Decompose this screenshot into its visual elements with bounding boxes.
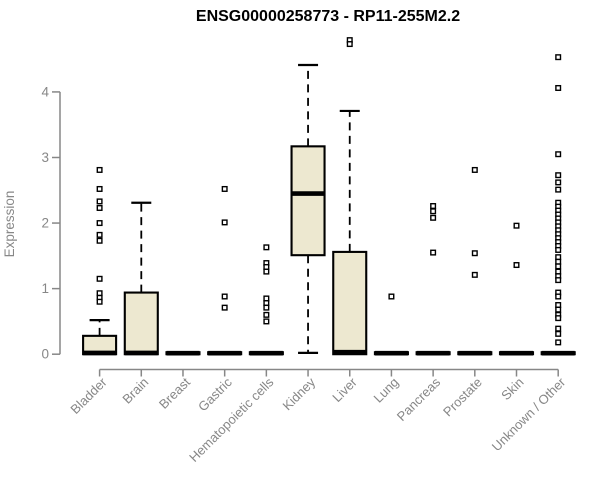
- outlier-point: [513, 222, 520, 229]
- outlier-point: [430, 214, 437, 221]
- y-axis-label: Expression: [2, 191, 17, 258]
- x-tick-label-kidney: Kidney: [279, 374, 318, 413]
- box-unknown-other: [540, 54, 576, 356]
- outlier-point: [96, 275, 103, 282]
- y-tick-label: 3: [41, 150, 49, 165]
- box-prostate: [457, 166, 493, 356]
- outlier-point: [555, 330, 562, 337]
- box-brain: [123, 201, 159, 356]
- outlier-point: [555, 306, 562, 313]
- outlier-point: [555, 54, 562, 61]
- outlier-point: [96, 231, 103, 238]
- outlier-point: [263, 268, 270, 275]
- box-rect: [290, 145, 326, 257]
- outlier-point: [555, 246, 562, 253]
- chart-title: ENSG00000258773 - RP11-255M2.2: [196, 8, 460, 25]
- box-gastric: [207, 185, 243, 356]
- x-tick-label-liver: Liver: [329, 374, 360, 405]
- outlier-point: [513, 262, 520, 269]
- outlier-point: [471, 250, 478, 257]
- outlier-point: [555, 277, 562, 284]
- outlier-point: [388, 293, 395, 300]
- outlier-point: [96, 204, 103, 211]
- box-rect: [332, 250, 368, 356]
- outlier-point: [221, 219, 228, 226]
- x-tick-label-skin: Skin: [498, 375, 526, 403]
- box-bladder: [82, 166, 118, 356]
- outlier-point: [96, 220, 103, 227]
- outlier-point: [555, 186, 562, 193]
- box-liver: [332, 37, 368, 356]
- outlier-point: [221, 293, 228, 300]
- outlier-point: [263, 311, 270, 318]
- outlier-point: [96, 185, 103, 192]
- outlier-point: [96, 198, 103, 205]
- outlier-point: [430, 203, 437, 210]
- box-kidney: [290, 63, 326, 354]
- outlier-point: [555, 172, 562, 179]
- box-lung: [373, 293, 409, 356]
- outlier-point: [96, 166, 103, 173]
- x-tick-label-pancreas: Pancreas: [394, 374, 444, 424]
- box-rect: [123, 291, 159, 356]
- x-tick-label-bladder: Bladder: [67, 374, 110, 417]
- outlier-point: [555, 293, 562, 300]
- outlier-point: [263, 318, 270, 325]
- outlier-point: [263, 304, 270, 311]
- box-skin: [498, 222, 535, 356]
- y-axis: 0 1 2 3 4: [41, 84, 61, 362]
- outlier-point: [555, 84, 562, 91]
- x-tick-label-brain: Brain: [119, 375, 151, 407]
- outlier-point: [555, 263, 562, 270]
- outlier-point: [555, 179, 562, 186]
- outlier-point: [346, 41, 353, 48]
- x-tick-label-prostate: Prostate: [440, 375, 485, 420]
- y-tick-label: 2: [41, 216, 49, 231]
- box-hematopoietic-cells: [248, 244, 284, 356]
- outlier-point: [555, 315, 562, 322]
- outlier-point: [96, 298, 103, 305]
- outlier-point: [430, 249, 437, 256]
- outlier-point: [555, 151, 562, 158]
- x-tick-label-unknown-other: Unknown / Other: [489, 374, 569, 454]
- outlier-point: [221, 185, 228, 192]
- y-tick-label: 1: [41, 281, 49, 296]
- box-breast: [165, 350, 201, 356]
- x-tick-label-breast: Breast: [156, 374, 193, 411]
- outlier-point: [471, 271, 478, 278]
- x-tick-label-gastric: Gastric: [195, 374, 235, 414]
- outlier-point: [555, 339, 562, 346]
- outlier-point: [430, 208, 437, 215]
- outlier-point: [96, 237, 103, 244]
- outlier-point: [555, 325, 562, 332]
- y-tick-label: 0: [41, 347, 49, 362]
- outlier-point: [221, 304, 228, 311]
- x-tick-label-lung: Lung: [370, 375, 401, 406]
- outlier-point: [471, 166, 478, 173]
- outlier-point: [263, 244, 270, 251]
- box-pancreas: [415, 203, 451, 356]
- plot-area: [82, 37, 576, 356]
- y-tick-label: 4: [41, 84, 49, 99]
